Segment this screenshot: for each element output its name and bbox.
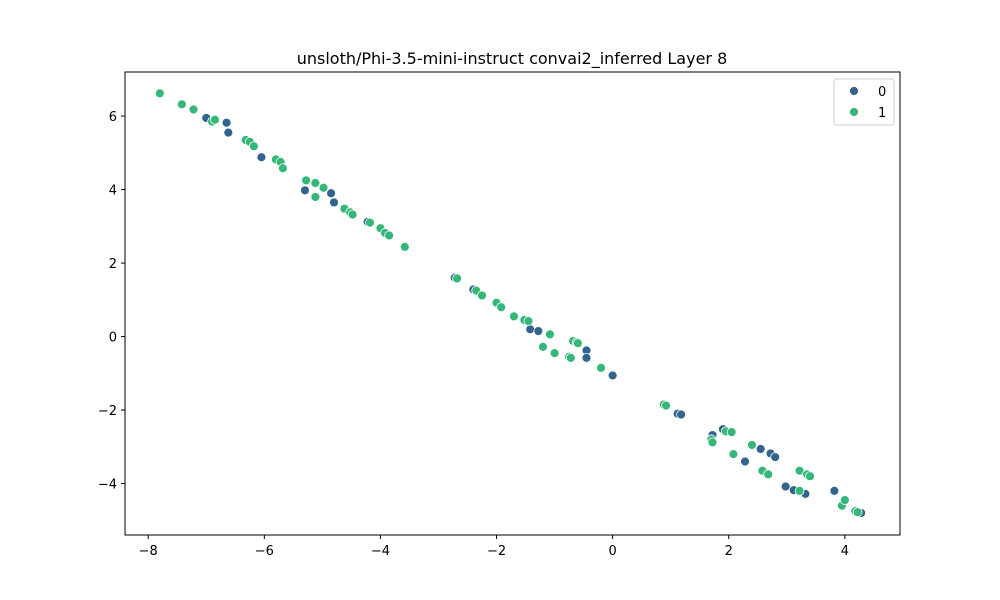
scatter-point-series-1 [747, 440, 757, 450]
legend: 0 1 [833, 78, 895, 126]
scatter-point-series-1 [549, 348, 560, 359]
scatter-point-series-1 [496, 302, 507, 313]
scatter-point-series-1 [538, 341, 548, 352]
x-tick-label: 0 [608, 544, 616, 559]
scatter-point-series-1 [347, 209, 358, 220]
scatter-point-series-1 [248, 141, 259, 152]
plot-frame [124, 71, 901, 536]
scatter-point-series-1 [707, 437, 718, 448]
scatter-point-series-1 [839, 495, 850, 505]
scatter-point-series-0 [256, 152, 267, 163]
scatter-point-series-1 [728, 449, 739, 460]
scatter-point-series-1 [565, 352, 576, 363]
scatter-point-series-1 [477, 290, 487, 301]
y-axis-ticks: −4 −2 0 2 4 6 [98, 110, 125, 493]
scatter-point-series-1 [365, 217, 375, 228]
scatter-point-series-0 [533, 326, 544, 336]
y-tick-label: −4 [98, 478, 117, 493]
scatter-point-series-1 [726, 427, 737, 438]
scatter-point-series-0 [740, 456, 750, 467]
scatter-point-series-1 [509, 311, 519, 322]
x-tick-label: −2 [487, 544, 506, 559]
x-tick-label: 4 [841, 544, 849, 559]
legend-box [833, 78, 895, 126]
scatter-point-series-1 [545, 329, 555, 340]
scatter-point-series-1 [278, 163, 288, 174]
scatter-point-series-0 [607, 370, 618, 381]
scatter-point-series-1 [310, 178, 321, 188]
scatter-point-series-0 [676, 409, 687, 420]
y-tick-label: 6 [109, 110, 117, 125]
scatter-points [154, 88, 867, 518]
scatter-point-series-1 [523, 316, 534, 327]
scatter-point-series-1 [318, 182, 329, 193]
scatter-point-series-1 [301, 175, 312, 186]
scatter-point-series-0 [326, 188, 336, 199]
scatter-point-series-1 [805, 471, 815, 482]
scatter-point-series-0 [755, 444, 766, 454]
y-tick-label: 4 [109, 184, 117, 199]
scatter-point-series-0 [770, 452, 781, 462]
legend-marker-0 [849, 86, 859, 96]
x-tick-label: −8 [139, 544, 158, 559]
scatter-point-series-1 [661, 400, 671, 411]
scatter-point-series-1 [188, 104, 199, 115]
y-tick-label: 0 [109, 331, 117, 346]
scatter-point-series-1 [399, 242, 410, 252]
y-tick-label: −2 [98, 404, 117, 419]
scatter-point-series-1 [310, 192, 321, 202]
scatter-point-series-1 [210, 114, 220, 125]
scatter-point-series-1 [154, 88, 165, 99]
scatter-point-series-0 [829, 486, 840, 496]
x-tick-label: −6 [255, 544, 274, 559]
y-tick-label: 2 [109, 257, 117, 272]
scatter-point-series-0 [581, 352, 592, 363]
scatter-point-series-1 [452, 273, 462, 284]
scatter-point-series-1 [176, 99, 187, 110]
scatter-point-series-1 [794, 486, 805, 496]
x-tick-label: 2 [725, 544, 733, 559]
scatter-point-series-0 [300, 185, 310, 196]
legend-label-1: 1 [878, 106, 886, 121]
scatter-point-series-0 [780, 481, 791, 492]
scatter-point-series-1 [384, 230, 395, 241]
scatter-point-series-1 [596, 362, 606, 373]
scatter-point-series-0 [329, 197, 339, 208]
x-tick-label: −4 [371, 544, 390, 559]
scatter-point-series-0 [223, 127, 234, 138]
scatter-point-series-0 [525, 324, 536, 335]
scatter-point-series-0 [221, 117, 232, 128]
chart-title: unsloth/Phi-3.5-mini-instruct convai2_in… [297, 49, 728, 69]
legend-label-0: 0 [878, 85, 886, 100]
legend-marker-1 [849, 107, 859, 117]
scatter-point-series-1 [852, 507, 863, 518]
scatter-point-series-1 [763, 469, 774, 480]
x-axis-ticks: −8 −6 −4 −2 0 2 4 [139, 535, 849, 559]
scatter-point-series-1 [572, 338, 583, 349]
